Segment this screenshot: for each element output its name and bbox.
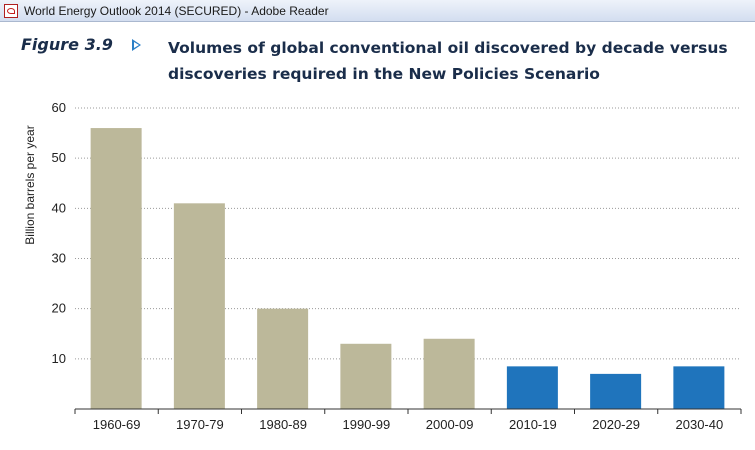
bar <box>506 366 558 409</box>
y-tick-label: 10 <box>52 351 66 366</box>
x-tick-label: 1960-69 <box>93 417 141 432</box>
y-tick-label: 40 <box>52 200 66 215</box>
y-axis-title: Billion barrels per year <box>23 125 37 245</box>
figure-title: Volumes of global conventional oil disco… <box>168 39 728 83</box>
x-tick-label: 2010-19 <box>509 417 557 432</box>
x-tick-label: 1980-89 <box>259 417 307 432</box>
bar <box>173 203 225 409</box>
x-tick-label: 1990-99 <box>343 417 391 432</box>
bar <box>257 308 309 409</box>
y-tick-label: 60 <box>52 100 66 115</box>
bar <box>673 366 725 409</box>
y-tick-label: 20 <box>52 301 66 316</box>
y-tick-label: 50 <box>52 150 66 165</box>
x-tick-label: 1970-79 <box>176 417 224 432</box>
arrow-icon <box>132 39 141 51</box>
x-tick-label: 2030-40 <box>676 417 724 432</box>
pdf-app-icon <box>4 3 18 18</box>
x-tick-label: 2020-29 <box>592 417 640 432</box>
window-title: World Energy Outlook 2014 (SECURED) - Ad… <box>24 3 329 18</box>
y-tick-label: 30 <box>52 251 66 266</box>
x-tick-label: 2000-09 <box>426 417 474 432</box>
window-titlebar: World Energy Outlook 2014 (SECURED) - Ad… <box>0 0 755 22</box>
bar <box>423 338 475 409</box>
figure-label: Figure 3.9 <box>21 35 113 54</box>
bar <box>90 128 142 410</box>
bar <box>590 373 642 409</box>
bar <box>340 343 392 409</box>
